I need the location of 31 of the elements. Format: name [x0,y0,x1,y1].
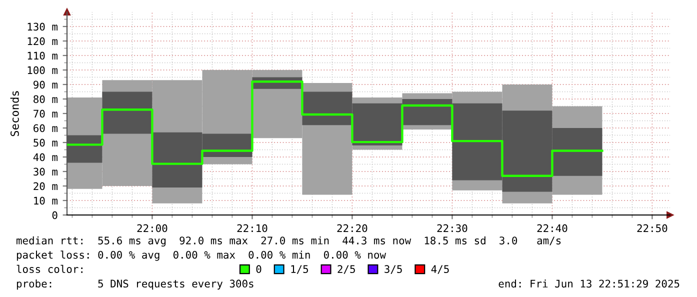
x-tick-label: 22:50 [637,224,668,232]
y-tick-label: 100 m [28,66,58,74]
y-tick-label: 50 m [34,138,58,147]
y-tick-label: 130 m [28,22,58,31]
y-tick-label: 0 [52,211,58,220]
y-tick-label: 80 m [34,95,58,104]
x-tick-label: 22:10 [237,224,268,232]
y-axis-title: Seconds [10,91,19,136]
y-tick-label: 40 m [33,153,58,162]
text: median rtt: 55.6 ms avg 92.0 ms max 27.0 ms min 44.3 ms now 18.5 ms sd 3.0 am/s [16,236,561,247]
legend-label: 1/5 [291,265,308,274]
legend-title: loss color: [16,264,82,274]
y-tick-label: 110 m [28,52,58,60]
y-tick-label: 30 m [34,168,58,176]
x-tick-label: 22:30 [437,224,468,232]
y-tick-label: 70 m [34,110,58,118]
x-tick-label: 22:00 [137,224,168,232]
legend-label: 4/5 [431,265,449,274]
y-tick-label: 20 m [34,182,58,190]
x-tick-label: 22:20 [337,224,368,232]
legend-label: 2/5 [338,265,355,274]
x-tick-label: 22:40 [537,224,568,232]
text: end: Fri Jun 13 22:51:29 2025 [498,280,680,288]
legend-label: 0 [256,265,262,274]
y-tick-label: 90 m [34,80,58,89]
text: packet loss: 0.00 % avg 0.00 % max 0.00 % min 0.00 % now [16,250,386,261]
text: probe: 5 DNS requests every 300s [16,279,254,290]
y-tick-label: 10 m [34,196,58,205]
legend-label: 3/5 [384,265,402,274]
y-tick-label: 60 m [34,124,58,132]
y-tick-label: 120 m [28,37,58,46]
